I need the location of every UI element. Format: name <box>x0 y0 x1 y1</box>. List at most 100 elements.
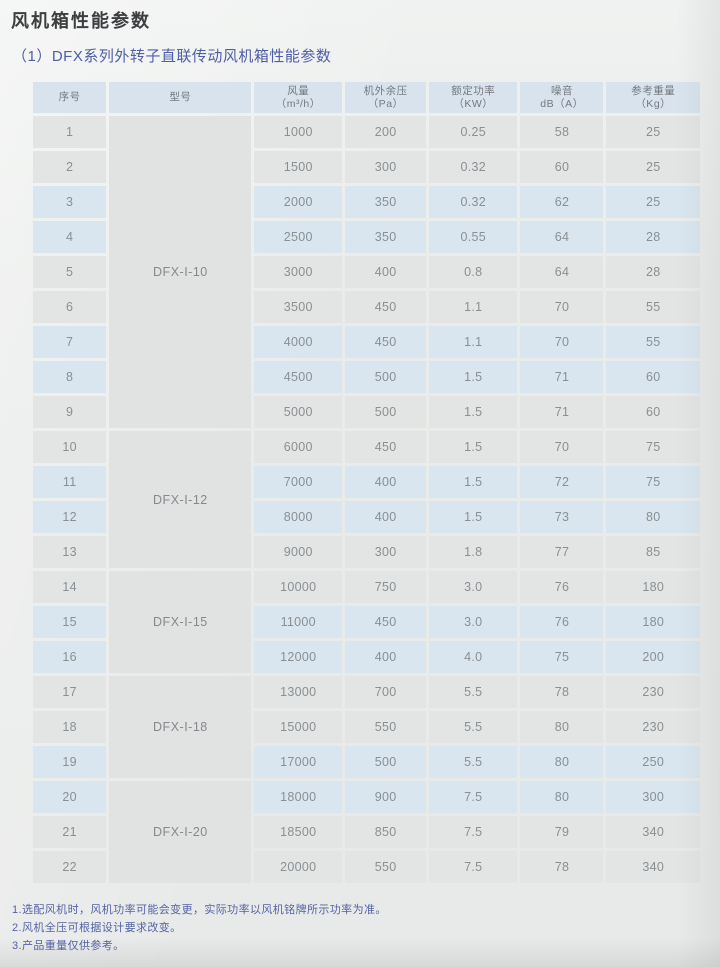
cell-pressure: 400 <box>345 641 427 673</box>
cell-noise: 60 <box>520 151 604 183</box>
cell-noise: 64 <box>520 256 604 288</box>
cell-serial: 22 <box>33 851 107 883</box>
table-row: 1 DFX-I-10 1000 200 0.25 58 25 <box>33 116 700 428</box>
cell-model: DFX-I-12 <box>109 431 252 568</box>
cell-pressure: 850 <box>345 816 427 848</box>
cell-power: 5.5 <box>429 676 518 708</box>
cell-noise: 70 <box>520 291 604 323</box>
cell-serial: 8 <box>33 361 107 393</box>
cell-noise: 71 <box>520 396 604 428</box>
cell-pressure: 500 <box>345 361 427 393</box>
table-row: 13 9000 300 1.8 77 85 <box>33 536 700 568</box>
cell-airflow: 2500 <box>254 221 343 253</box>
footnotes: 1.选配风机时，风机功率可能会变更，实际功率以风机铭牌所示功率为准。 2.风机全压… <box>12 901 387 955</box>
cell-weight: 75 <box>606 466 700 498</box>
cell-power: 1.5 <box>429 396 518 428</box>
cell-pressure: 350 <box>345 186 427 218</box>
cell-weight: 340 <box>606 851 700 883</box>
footnote-3: 3.产品重量仅供参考。 <box>12 940 125 952</box>
cell-pressure: 450 <box>345 291 427 323</box>
cell-noise: 62 <box>520 186 604 218</box>
cell-pressure: 300 <box>345 151 427 183</box>
cell-power: 1.8 <box>429 536 518 568</box>
cell-power: 1.5 <box>429 431 518 463</box>
cell-pressure: 400 <box>345 466 427 498</box>
cell-serial: 14 <box>33 571 107 603</box>
cell-serial: 5 <box>33 256 107 288</box>
cell-noise: 79 <box>520 816 604 848</box>
cell-noise: 58 <box>520 116 604 148</box>
cell-model: DFX-I-15 <box>109 571 252 673</box>
cell-airflow: 8000 <box>254 501 343 533</box>
cell-pressure: 400 <box>345 256 427 288</box>
cell-weight: 300 <box>606 781 700 813</box>
cell-model: DFX-I-20 <box>109 781 252 883</box>
cell-power: 1.1 <box>429 326 518 358</box>
cell-noise: 80 <box>520 746 604 778</box>
cell-airflow: 1500 <box>254 151 343 183</box>
cell-pressure: 450 <box>345 326 427 358</box>
table-row: 10 DFX-I-12 6000 450 1.5 70 75 <box>33 431 700 568</box>
cell-model: DFX-I-10 <box>109 116 252 428</box>
cell-noise: 70 <box>520 431 604 463</box>
cell-serial: 19 <box>33 746 107 778</box>
header-cell-5: 噪音 dB（A） <box>520 82 604 113</box>
table-row: 20 DFX-I-20 18000 900 7.5 80 300 <box>33 781 700 883</box>
cell-pressure: 200 <box>345 116 427 148</box>
cell-airflow: 4000 <box>254 326 343 358</box>
table-row: 8 4500 500 1.5 71 60 <box>33 361 700 393</box>
cell-weight: 80 <box>606 501 700 533</box>
cell-serial: 12 <box>33 501 107 533</box>
cell-power: 7.5 <box>429 816 518 848</box>
spec-table-body: 1 DFX-I-10 1000 200 0.25 58 25 2 1500 300 0.32 60 25… <box>33 116 700 883</box>
cell-noise: 70 <box>520 326 604 358</box>
cell-power: 3.0 <box>429 606 518 638</box>
cell-weight: 180 <box>606 606 700 638</box>
cell-airflow: 18500 <box>254 816 343 848</box>
cell-serial: 21 <box>33 816 107 848</box>
table-row: 17 DFX-I-18 13000 700 5.5 78 230 <box>33 676 700 778</box>
cell-serial: 16 <box>33 641 107 673</box>
header-cell-3: 机外余压 （Pa） <box>345 82 427 113</box>
cell-power: 1.5 <box>429 501 518 533</box>
cell-noise: 72 <box>520 466 604 498</box>
cell-weight: 55 <box>606 291 700 323</box>
section-subtitle: （1）DFX系列外转子直联传动风机箱性能参数 <box>12 48 332 65</box>
footnote-1: 1.选配风机时，风机功率可能会变更，实际功率以风机铭牌所示功率为准。 <box>12 904 387 916</box>
cell-pressure: 300 <box>345 536 427 568</box>
cell-serial: 20 <box>33 781 107 813</box>
cell-pressure: 750 <box>345 571 427 603</box>
cell-power: 1.1 <box>429 291 518 323</box>
cell-airflow: 1000 <box>254 116 343 148</box>
cell-airflow: 15000 <box>254 711 343 743</box>
cell-weight: 230 <box>606 676 700 708</box>
cell-power: 3.0 <box>429 571 518 603</box>
cell-noise: 73 <box>520 501 604 533</box>
header-cell-2: 风量 （m³/h） <box>254 82 343 113</box>
cell-noise: 64 <box>520 221 604 253</box>
cell-airflow: 17000 <box>254 746 343 778</box>
header-cell-1: 型号 <box>109 82 252 113</box>
cell-noise: 80 <box>520 781 604 813</box>
cell-serial: 9 <box>33 396 107 428</box>
cell-weight: 55 <box>606 326 700 358</box>
cell-noise: 80 <box>520 711 604 743</box>
header-cell-6: 参考重量 （Kg） <box>606 82 700 113</box>
cell-airflow: 3500 <box>254 291 343 323</box>
cell-serial: 18 <box>33 711 107 743</box>
table-row: 7 4000 450 1.1 70 55 <box>33 326 700 358</box>
cell-airflow: 11000 <box>254 606 343 638</box>
cell-power: 7.5 <box>429 851 518 883</box>
cell-pressure: 700 <box>345 676 427 708</box>
cell-weight: 60 <box>606 396 700 428</box>
cell-airflow: 9000 <box>254 536 343 568</box>
cell-serial: 13 <box>33 536 107 568</box>
cell-airflow: 10000 <box>254 571 343 603</box>
cell-pressure: 550 <box>345 851 427 883</box>
footnote-2: 2.风机全压可根据设计要求改变。 <box>12 922 182 934</box>
cell-pressure: 450 <box>345 431 427 463</box>
cell-weight: 75 <box>606 431 700 463</box>
table-row: 16 12000 400 4.0 75 200 <box>33 641 700 673</box>
cell-airflow: 3000 <box>254 256 343 288</box>
